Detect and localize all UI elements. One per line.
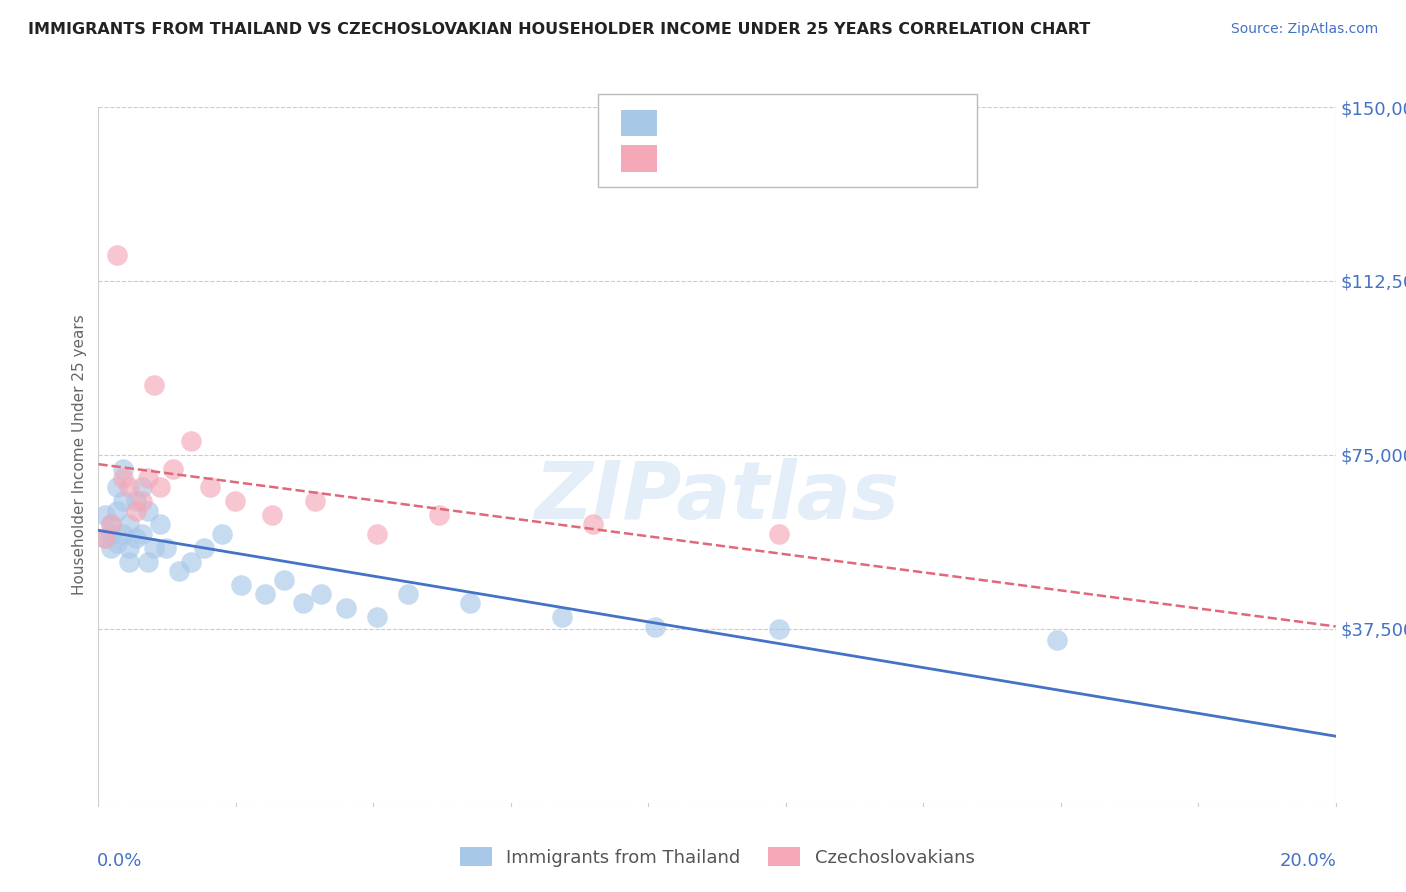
Point	[143, 378, 166, 392]
Point	[254, 587, 277, 601]
Y-axis label: Householder Income Under 25 years: Householder Income Under 25 years	[72, 315, 87, 595]
Point	[112, 526, 135, 541]
Point	[309, 587, 332, 601]
Point	[100, 517, 122, 532]
Point	[193, 541, 215, 555]
Text: N =: N =	[779, 149, 835, 169]
Point	[93, 508, 115, 523]
Point	[100, 526, 122, 541]
Point	[105, 248, 128, 262]
Point	[112, 471, 135, 485]
Text: 40: 40	[828, 113, 855, 133]
Point	[112, 494, 135, 508]
Text: N =: N =	[779, 113, 835, 133]
Text: 0.0%: 0.0%	[97, 852, 142, 870]
Point	[136, 503, 159, 517]
Point	[149, 517, 172, 532]
Point	[162, 462, 184, 476]
Text: R =: R =	[673, 113, 716, 133]
Point	[100, 517, 122, 532]
Point	[1046, 633, 1069, 648]
Point	[644, 619, 666, 633]
Point	[304, 494, 326, 508]
Point	[229, 578, 252, 592]
Point	[105, 536, 128, 550]
Point	[180, 555, 202, 569]
Point	[211, 526, 233, 541]
Point	[124, 494, 146, 508]
Point	[180, 434, 202, 448]
Text: -0.394: -0.394	[713, 113, 782, 133]
Point	[260, 508, 283, 523]
Point	[551, 610, 574, 624]
Point	[100, 541, 122, 555]
Text: R =: R =	[673, 149, 716, 169]
Text: ZIPatlas: ZIPatlas	[534, 458, 900, 536]
Point	[458, 596, 481, 610]
Point	[136, 471, 159, 485]
Point	[198, 480, 221, 494]
Point	[118, 517, 141, 532]
Point	[118, 555, 141, 569]
Point	[366, 526, 388, 541]
Text: IMMIGRANTS FROM THAILAND VS CZECHOSLOVAKIAN HOUSEHOLDER INCOME UNDER 25 YEARS CO: IMMIGRANTS FROM THAILAND VS CZECHOSLOVAK…	[28, 22, 1091, 37]
Legend: Immigrants from Thailand, Czechoslovakians: Immigrants from Thailand, Czechoslovakia…	[453, 840, 981, 874]
Point	[273, 573, 295, 587]
Point	[396, 587, 419, 601]
Text: 20.0%: 20.0%	[1279, 852, 1337, 870]
Point	[105, 480, 128, 494]
Point	[768, 526, 790, 541]
Point	[149, 480, 172, 494]
Point	[93, 532, 115, 546]
Point	[427, 508, 450, 523]
Point	[124, 532, 146, 546]
Point	[335, 601, 357, 615]
Point	[366, 610, 388, 624]
Point	[143, 541, 166, 555]
Point	[112, 462, 135, 476]
Point	[768, 622, 790, 636]
Text: 0.130: 0.130	[713, 149, 775, 169]
Point	[124, 503, 146, 517]
Point	[105, 503, 128, 517]
Point	[118, 480, 141, 494]
Point	[167, 564, 190, 578]
Text: Source: ZipAtlas.com: Source: ZipAtlas.com	[1230, 22, 1378, 37]
Point	[131, 494, 153, 508]
Point	[291, 596, 314, 610]
Point	[118, 541, 141, 555]
Point	[224, 494, 246, 508]
Point	[131, 526, 153, 541]
Point	[136, 555, 159, 569]
Point	[131, 480, 153, 494]
Text: 20: 20	[828, 149, 855, 169]
Point	[93, 532, 115, 546]
Point	[155, 541, 177, 555]
Point	[582, 517, 605, 532]
